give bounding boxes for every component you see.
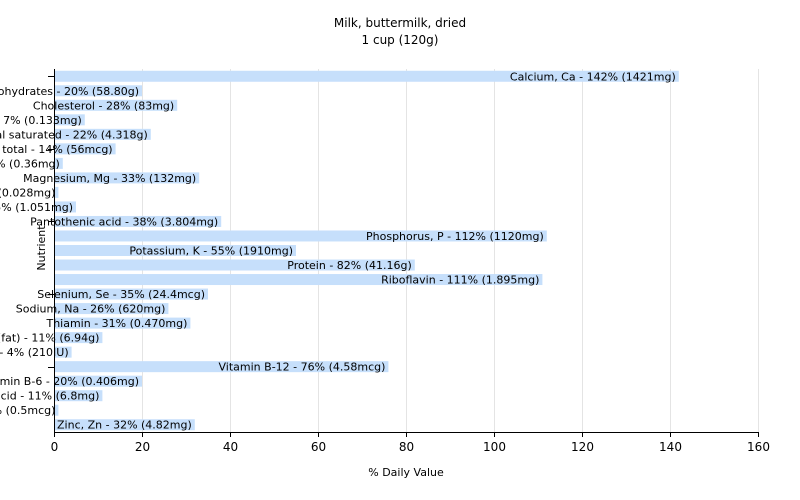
bar	[55, 419, 195, 431]
x-tick-label: 80	[399, 440, 414, 454]
grid-lines	[142, 69, 759, 432]
bar-label: Total lipid (fat) - 11% (6.94g)	[0, 332, 99, 345]
bar	[55, 288, 208, 300]
x-tick-label: 60	[311, 440, 326, 454]
bar	[55, 85, 142, 97]
bar	[55, 245, 296, 256]
x-tick-label: 160	[747, 440, 770, 454]
x-tick-label: 120	[571, 440, 594, 454]
x-tick-label: 0	[51, 440, 59, 454]
bar-label: Magnesium, Mg - 33% (132mg)	[23, 172, 196, 185]
bar	[55, 375, 142, 387]
bar	[55, 201, 76, 213]
bar-label: Sodium, Na - 26% (620mg)	[16, 303, 166, 316]
bar	[55, 317, 191, 329]
bar	[55, 215, 222, 227]
bar	[55, 404, 59, 416]
bar	[55, 274, 543, 286]
bar-label: Fatty acids, total saturated - 22% (4.31…	[0, 128, 148, 141]
bar-label: Vitamin K (phylloquinone) - 1% (0.5mcg)	[0, 404, 55, 417]
bar	[55, 259, 415, 271]
chart-subtitle: 1 cup (120g)	[362, 33, 439, 47]
x-tick-label: 20	[135, 440, 150, 454]
bar-label: Vitamin B-12 - 76% (4.58mcg)	[219, 361, 386, 374]
bar-label: Vitamin C, total ascorbic acid - 11% (6.…	[0, 390, 99, 403]
bar	[55, 390, 103, 402]
bar-label: Zinc, Zn - 32% (4.82mg)	[57, 419, 192, 432]
bar-label: Protein - 82% (41.16g)	[287, 259, 412, 272]
bars-group: Calcium, Ca - 142% (1421mg) Carbohydrates…	[0, 70, 679, 432]
bar	[55, 114, 85, 126]
bar-label: Iron, Fe - 2% (0.36mg)	[0, 157, 60, 170]
bar	[55, 172, 200, 184]
bar	[55, 332, 103, 344]
bar-label: Potassium, K - 55% (1910mg)	[129, 245, 293, 258]
bar-label: Calcium, Ca - 142% (1421mg)	[510, 70, 676, 83]
bar	[55, 346, 72, 358]
bar	[55, 99, 178, 111]
bar-label: Cholesterol - 28% (83mg)	[33, 99, 174, 112]
bar-label: Thiamin - 31% (0.470mg)	[45, 317, 187, 330]
x-axis-title: % Daily Value	[368, 466, 444, 479]
x-tick-label: 100	[483, 440, 506, 454]
bar	[55, 361, 389, 373]
bar-label: Pantothenic acid - 38% (3.804mg)	[30, 215, 218, 228]
bar	[55, 303, 169, 315]
bar-label: Selenium, Se - 35% (24.4mcg)	[37, 288, 205, 301]
y-axis-title: Nutrient	[35, 225, 48, 271]
bar	[55, 186, 59, 198]
bar-label: Niacin - 5% (1.051mg)	[0, 201, 73, 214]
axes-group: 0 20 40 60 80 100 120 140 160	[48, 69, 770, 454]
bar-label: Copper, Cu - 7% (0.133mg)	[0, 114, 82, 127]
x-tick-label: 40	[223, 440, 238, 454]
bar	[55, 128, 151, 140]
bar-label: Carbohydrates - 20% (58.80g)	[0, 85, 139, 98]
bar	[55, 157, 63, 169]
bar-label: Vitamin A, IU - 4% (210IU)	[0, 346, 69, 359]
bar-label: Riboflavin - 111% (1.895mg)	[381, 274, 539, 287]
bar-label: Vitamin B-6 - 20% (0.406mg)	[0, 375, 139, 388]
chart-title: Milk, buttermilk, dried	[334, 16, 466, 30]
x-tick-label: 140	[659, 440, 682, 454]
bar	[55, 70, 679, 82]
bar	[55, 143, 116, 155]
bar-label: Folate, total - 14% (56mcg)	[0, 143, 113, 156]
bar	[55, 230, 547, 242]
bar-label: Manganese, Mn - 1% (0.028mg)	[0, 186, 55, 199]
bar-label: Phosphorus, P - 112% (1120mg)	[366, 230, 544, 243]
